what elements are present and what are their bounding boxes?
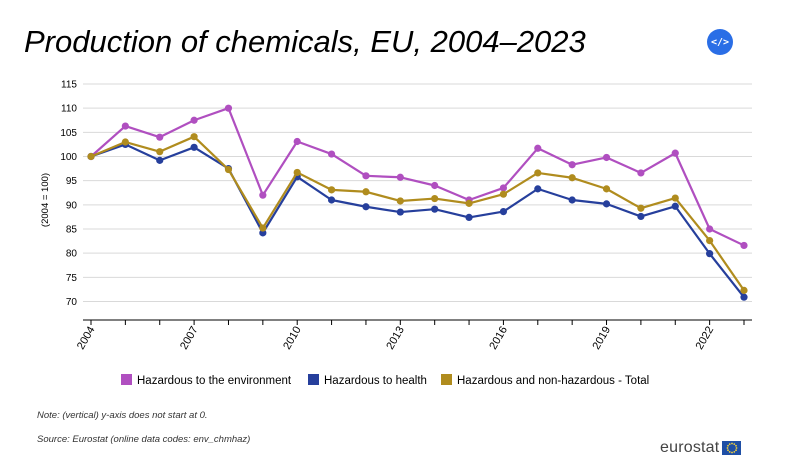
data-point [499, 208, 508, 216]
data-point [362, 172, 370, 180]
data-point [465, 199, 473, 207]
legend-label: Hazardous to the environment [137, 375, 292, 387]
legend-label: Hazardous and non-hazardous - Total [457, 375, 649, 387]
data-point [534, 185, 542, 193]
y-tick-label: 110 [61, 104, 77, 115]
data-point [706, 237, 714, 245]
chart-note: Note: (vertical) y-axis does not start a… [37, 410, 208, 421]
x-tick-label: 2004 [75, 325, 98, 352]
embed-code-button[interactable]: </> [707, 29, 733, 55]
eu-flag-icon [722, 441, 742, 455]
data-point [499, 190, 508, 198]
x-tick-label: 2019 [590, 325, 613, 352]
y-tick-label: 115 [61, 80, 77, 91]
data-point [637, 169, 645, 177]
data-point [327, 150, 336, 158]
data-point [87, 152, 95, 161]
series-line-3 [90, 135, 745, 292]
data-point [156, 156, 164, 164]
data-point [190, 133, 198, 141]
series-line-1 [90, 107, 745, 247]
legend-swatch [121, 374, 132, 385]
y-tick-label: 95 [66, 176, 78, 187]
data-point [740, 241, 748, 250]
data-point [327, 186, 336, 194]
x-tick-label: 2016 [487, 325, 510, 352]
data-point [602, 200, 611, 208]
data-point [190, 116, 198, 124]
data-point [224, 104, 233, 112]
x-tick-label: 2007 [178, 325, 201, 352]
data-point [327, 196, 336, 204]
data-point [431, 194, 439, 203]
y-tick-label: 75 [66, 273, 78, 284]
data-point [362, 203, 370, 211]
y-tick-label: 70 [66, 297, 78, 308]
data-point [224, 165, 233, 174]
data-point [671, 194, 679, 202]
logo-text: eurostat [660, 439, 720, 456]
x-tick-label: 2022 [694, 325, 717, 352]
data-point [259, 224, 267, 232]
data-point [156, 148, 164, 156]
legend-swatch [441, 374, 452, 385]
y-tick-label: 90 [66, 200, 78, 211]
data-point [671, 202, 679, 210]
data-point [534, 144, 542, 152]
data-point [637, 212, 645, 221]
data-point [568, 161, 576, 169]
data-point [156, 133, 164, 141]
data-point [396, 173, 404, 181]
data-point [190, 143, 198, 151]
y-tick-label: 85 [66, 225, 78, 236]
data-point [259, 191, 267, 199]
data-point [671, 149, 679, 157]
data-point [706, 225, 714, 233]
y-axis-label: (2004 = 100) [40, 173, 51, 227]
data-point [121, 122, 129, 130]
data-point [602, 185, 611, 193]
data-point [499, 184, 508, 192]
x-tick-label: 2013 [384, 325, 407, 352]
series-line-2 [90, 143, 745, 298]
legend-label: Hazardous to health [324, 375, 427, 387]
data-point [740, 293, 748, 301]
data-point [465, 213, 473, 221]
x-tick-label: 2010 [281, 325, 304, 352]
data-point [396, 208, 404, 216]
y-tick-label: 80 [66, 249, 78, 260]
chart-source: Source: Eurostat (online data codes: env… [37, 434, 251, 445]
data-point [602, 153, 611, 162]
data-point [362, 188, 370, 196]
y-tick-label: 100 [60, 152, 77, 163]
data-point [431, 181, 439, 190]
data-point [637, 204, 645, 212]
chart-title: Production of chemicals, EU, 2004–2023 [24, 24, 586, 59]
data-point [534, 169, 542, 177]
data-point [706, 250, 714, 258]
data-point [293, 168, 301, 177]
eurostat-logo: eurostat [660, 438, 742, 458]
data-point [293, 137, 301, 146]
data-point [121, 138, 129, 146]
y-tick-label: 105 [60, 128, 77, 139]
data-point [396, 197, 404, 205]
data-point [568, 174, 576, 182]
data-point [568, 196, 576, 204]
data-point [431, 205, 439, 213]
legend-swatch [308, 374, 319, 385]
data-point [740, 286, 748, 294]
